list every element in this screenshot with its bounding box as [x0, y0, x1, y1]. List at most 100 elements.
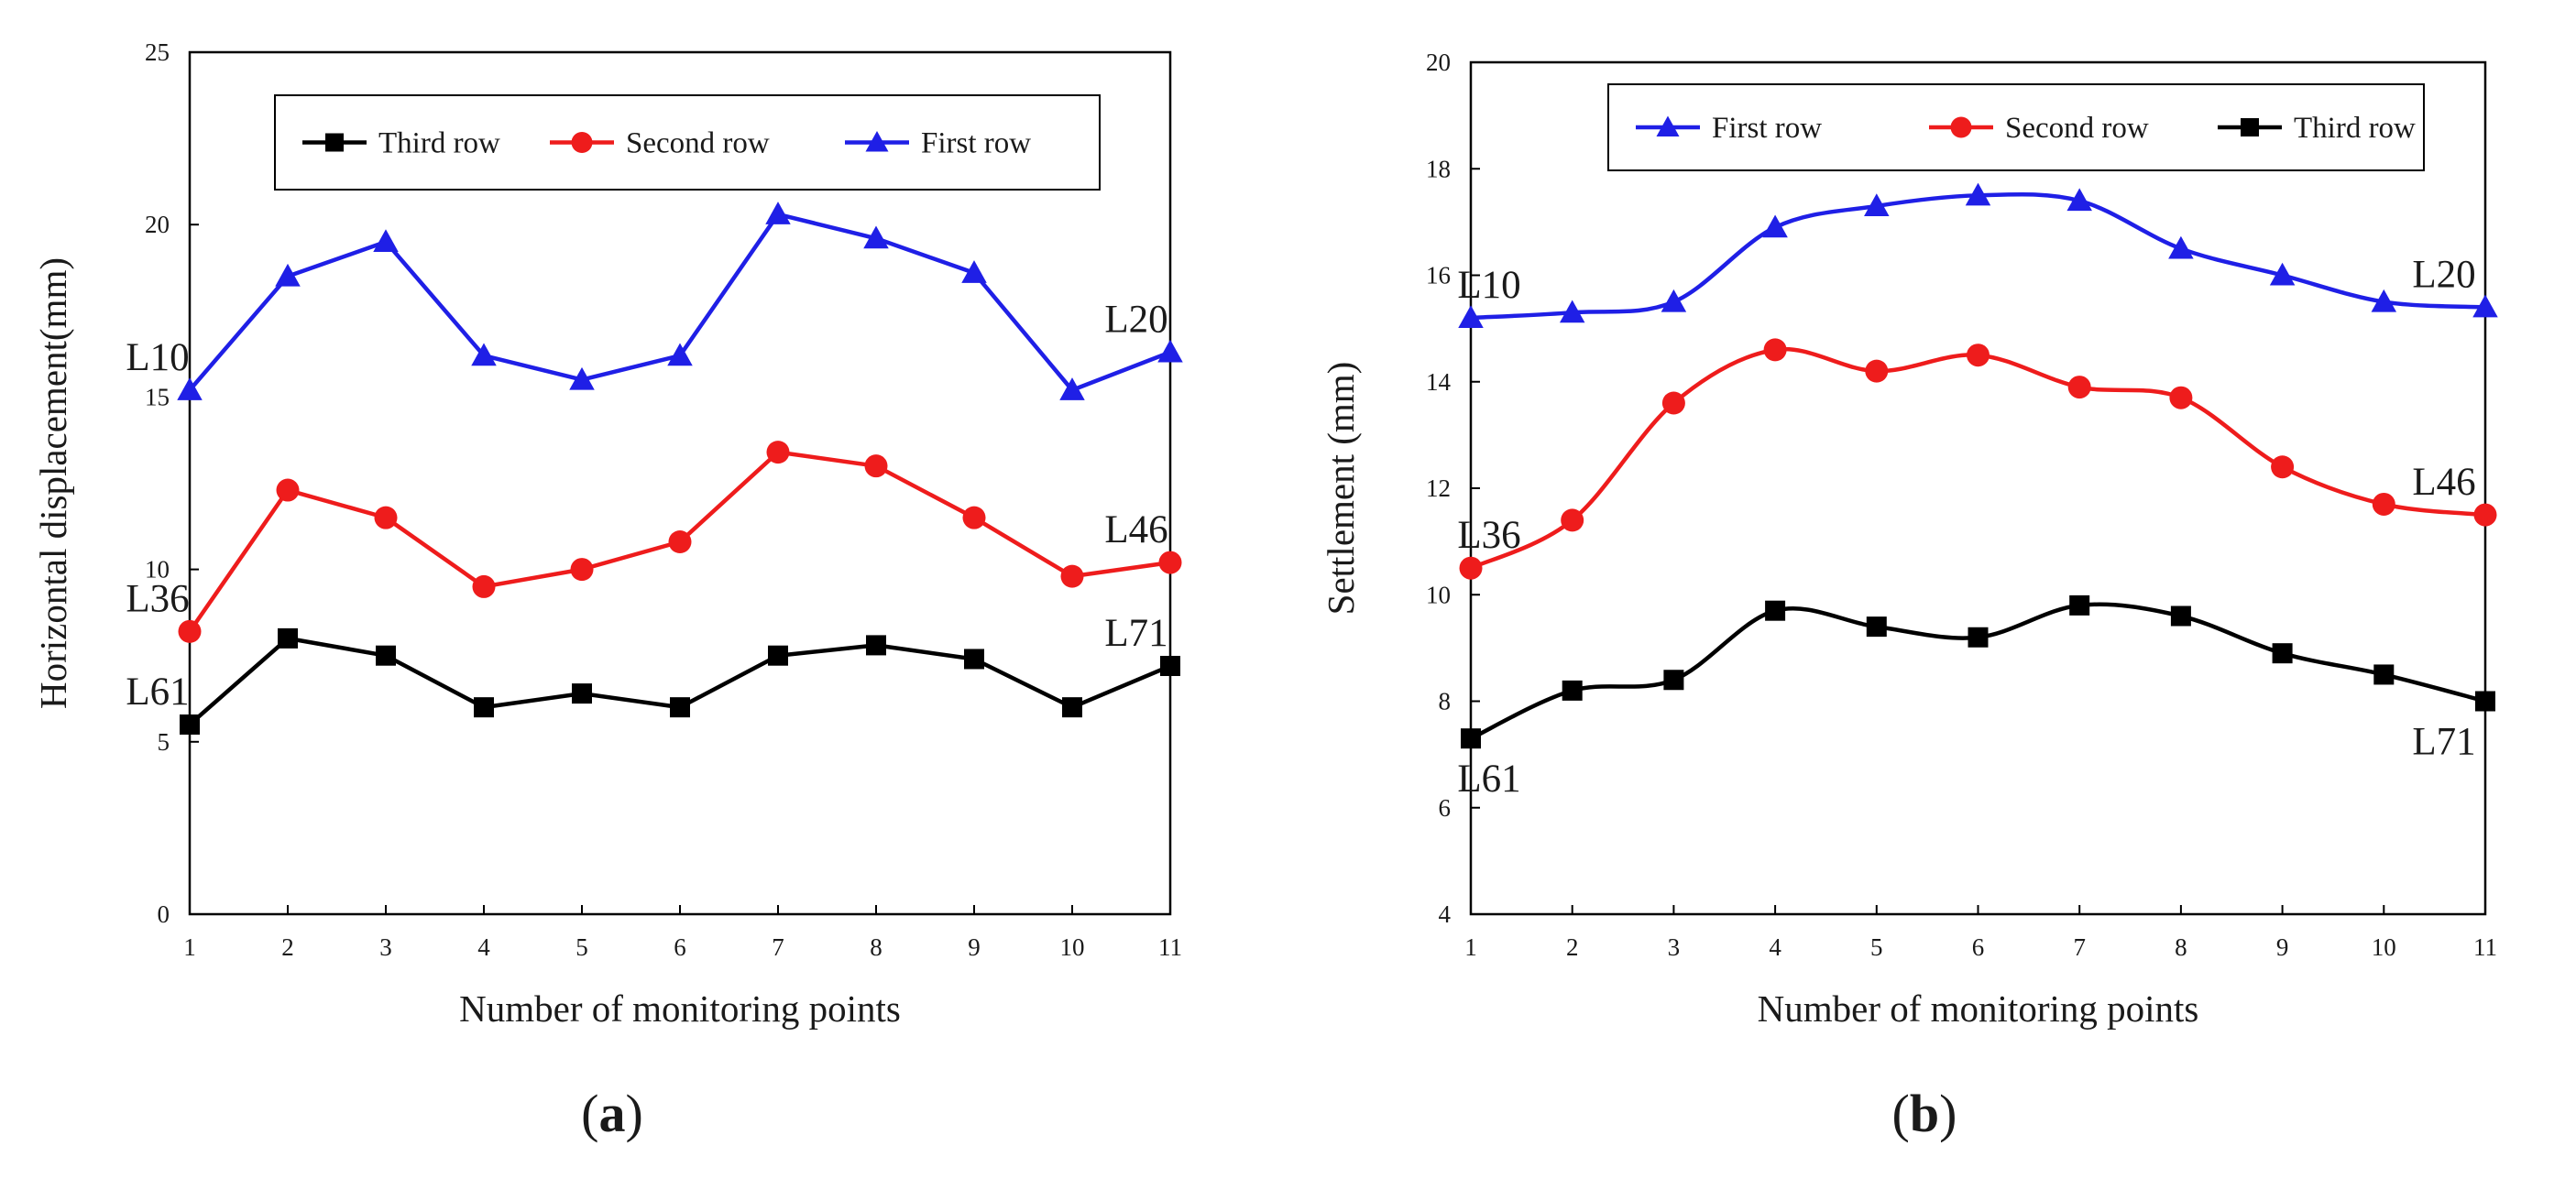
annotation-l20: L20	[1104, 298, 1167, 341]
x-tick-label: 6	[674, 933, 686, 961]
data-point-third-11	[2475, 691, 2495, 712]
data-point-third-5	[572, 683, 592, 704]
data-point-third-5	[1866, 616, 1887, 638]
data-point-first-6	[1965, 182, 1991, 206]
data-point-second-8	[2169, 386, 2193, 409]
data-point-second-11	[2473, 503, 2497, 527]
panel-label: (a)	[581, 1084, 643, 1143]
data-point-third-3	[376, 645, 396, 666]
legend-swatch-marker-third	[2241, 118, 2259, 136]
x-axis-title: Number of monitoring points	[459, 987, 901, 1030]
annotation-l61: L61	[126, 671, 189, 714]
data-point-third-9	[964, 649, 984, 670]
data-point-third-1	[1461, 728, 1481, 749]
annotation-l71: L71	[2412, 721, 2475, 764]
data-point-first-1	[177, 377, 203, 400]
data-point-first-11	[2472, 294, 2498, 318]
y-tick-label: 14	[1426, 368, 1452, 396]
data-point-first-4	[1762, 214, 1788, 238]
data-point-first-8	[863, 225, 889, 249]
data-point-first-9	[961, 260, 987, 283]
legend-box	[274, 94, 1101, 191]
data-point-third-7	[2069, 594, 2090, 616]
data-point-second-7	[766, 441, 790, 464]
data-point-second-1	[1459, 556, 1483, 580]
legend-label-first: First row	[921, 127, 1031, 160]
panel-label: (b)	[1892, 1084, 1957, 1143]
x-tick-label: 7	[2073, 933, 2086, 961]
chart-a: 0 5 10 15 20 25 1 2 3 4 5 6 7 8 9 10 11 Number of monitor…	[32, 38, 1183, 1143]
x-tick-label: 11	[1158, 933, 1182, 961]
y-tick-label: 20	[1426, 49, 1451, 76]
data-point-third-3	[1663, 670, 1684, 691]
y-axis-title: Settlement (mm)	[1320, 362, 1362, 616]
y-tick-label: 18	[1426, 155, 1451, 182]
data-point-third-6	[1968, 627, 1989, 648]
data-point-first-8	[2168, 235, 2194, 259]
x-axis-title: Number of monitoring points	[1758, 987, 2199, 1030]
data-point-first-9	[2269, 262, 2296, 286]
y-tick-label: 0	[158, 900, 170, 928]
data-point-second-6	[668, 529, 692, 553]
series-line-third	[1470, 602, 2486, 741]
series-third-row	[180, 627, 1180, 735]
data-point-first-5	[569, 366, 595, 390]
data-point-third-2	[1562, 680, 1583, 701]
data-point-third-4	[474, 697, 494, 718]
data-point-first-5	[1864, 193, 1890, 216]
data-point-first-10	[1059, 377, 1085, 400]
data-point-third-9	[2272, 643, 2293, 664]
data-point-first-1	[1458, 305, 1484, 328]
series-third-row	[1461, 594, 2495, 749]
x-tick-label: 9	[2276, 933, 2289, 961]
legend-label-second: Second row	[626, 127, 770, 160]
legend-swatch-marker-second	[571, 132, 593, 153]
legend: First row Second row Third row	[1607, 83, 2425, 171]
data-point-first-2	[275, 263, 301, 287]
data-point-second-10	[1060, 564, 1084, 588]
y-tick-label: 5	[158, 728, 170, 756]
x-tick-label: 3	[379, 933, 392, 961]
annotation-l46: L46	[2412, 461, 2475, 504]
data-point-second-11	[1158, 551, 1182, 574]
data-point-first-11	[1157, 339, 1183, 363]
x-tick-label: 1	[1464, 933, 1477, 961]
data-point-third-10	[1062, 697, 1082, 718]
x-tick-label: 10	[1060, 933, 1085, 961]
y-tick-label: 10	[1426, 581, 1451, 608]
series-line-first	[1470, 191, 2486, 321]
data-point-second-4	[472, 574, 496, 598]
legend-box	[1607, 83, 2425, 171]
y-tick-label: 6	[1439, 794, 1452, 822]
annotation-l10: L10	[126, 336, 189, 379]
legend: Third row Second row First row	[274, 94, 1101, 191]
y-tick-label: 20	[145, 211, 170, 238]
data-point-second-9	[962, 506, 986, 529]
data-point-second-5	[570, 558, 594, 582]
legend-label-first: First row	[1712, 112, 1822, 145]
y-tick-label: 16	[1426, 262, 1451, 289]
data-point-first-2	[1559, 300, 1585, 323]
data-point-second-1	[178, 619, 202, 643]
data-point-third-8	[2170, 605, 2191, 627]
legend-swatch-marker-first	[1656, 115, 1680, 136]
x-tick-label: 8	[870, 933, 882, 961]
data-point-third-1	[180, 714, 200, 735]
y-tick-label: 25	[145, 38, 170, 66]
data-point-third-2	[278, 627, 298, 649]
x-tick-label: 11	[2473, 933, 2497, 961]
annotation-l20: L20	[2412, 253, 2475, 296]
y-tick-label: 15	[145, 383, 170, 410]
data-point-first-3	[373, 229, 399, 253]
x-tick-label: 2	[281, 933, 294, 961]
x-tick-label: 5	[575, 933, 588, 961]
data-point-third-7	[768, 645, 788, 666]
annotation-l61: L61	[1457, 758, 1520, 801]
data-point-first-6	[667, 343, 693, 366]
y-tick-label: 8	[1439, 688, 1452, 715]
legend-label-third: Third row	[2294, 112, 2416, 145]
series-second-row	[178, 441, 1182, 643]
data-point-second-8	[864, 454, 888, 478]
